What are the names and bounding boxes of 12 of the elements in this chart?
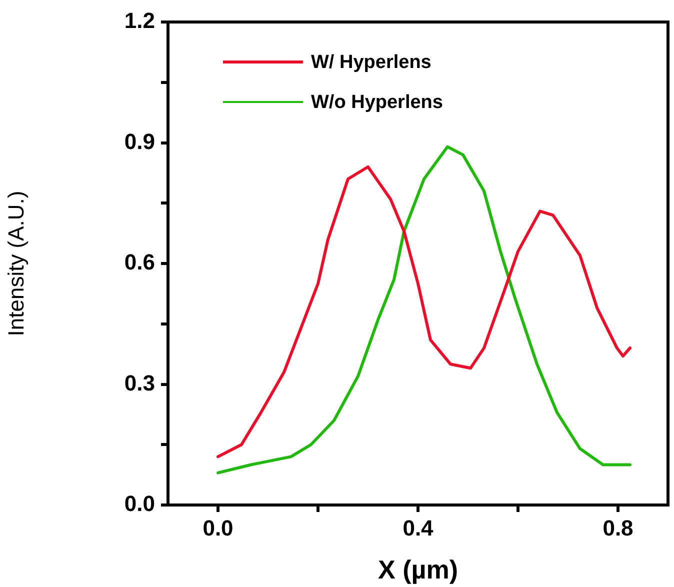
x-tick-label: 0.4 <box>402 515 434 540</box>
x-axis-title: X (µm) <box>378 554 458 585</box>
x-tick-label: 0.8 <box>602 515 634 540</box>
y-axis-title: Intensity (A.U.) <box>3 190 28 336</box>
legend-label: W/o Hyperlens <box>311 92 443 114</box>
y-tick-label: 0.9 <box>124 128 155 154</box>
y-tick-label: 1.2 <box>124 8 155 34</box>
y-tick-label: 0.3 <box>124 370 155 396</box>
legend-label: W/ Hyperlens <box>311 52 432 74</box>
x-tick-label: 0.0 <box>202 515 234 540</box>
y-tick-label: 0.6 <box>124 250 155 275</box>
y-tick-label: 0.0 <box>124 491 155 516</box>
